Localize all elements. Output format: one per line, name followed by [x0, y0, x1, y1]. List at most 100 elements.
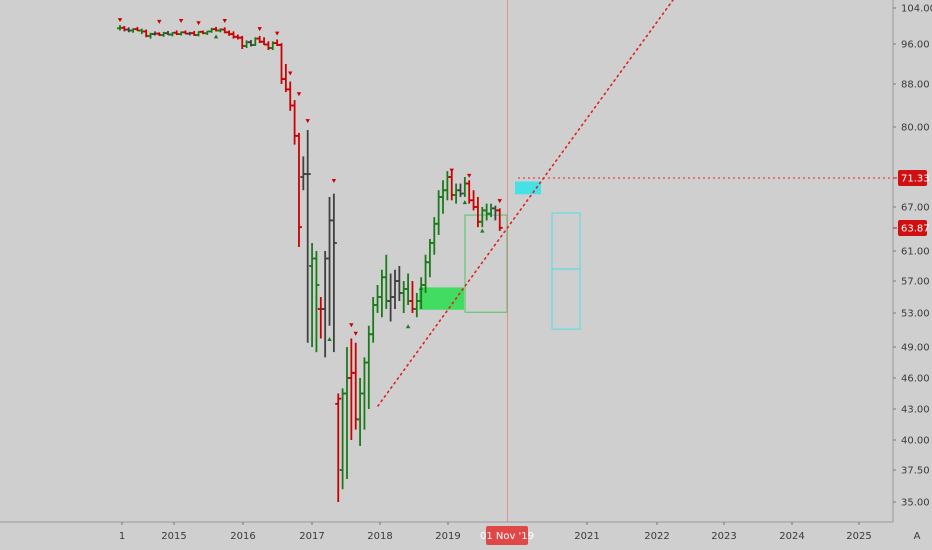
ohlc-bar	[440, 180, 447, 214]
price-tick-label: 49.00	[901, 343, 930, 354]
down-fractal-arrow	[331, 179, 337, 184]
fractal-arrows	[117, 18, 502, 341]
time-tick-label: 2019	[435, 531, 460, 542]
trend-line	[377, 0, 674, 407]
down-fractal-arrow	[288, 71, 293, 76]
price-tick-label: 40.00	[901, 436, 930, 447]
price-tick-label: 53.00	[901, 309, 930, 320]
ohlc-bar	[330, 193, 337, 353]
time-tick-label: 1	[119, 531, 125, 542]
price-tick-label: 80.00	[901, 123, 930, 134]
ohlc-bar	[343, 347, 350, 479]
price-tick-label: 88.00	[901, 80, 930, 91]
down-fractal-arrow	[196, 21, 201, 26]
ohlc-bar	[322, 251, 329, 358]
ohlc-bar	[444, 171, 451, 201]
drawing-overlays[interactable]	[377, 0, 893, 522]
ohlc-bar	[335, 393, 342, 502]
price-badge	[898, 170, 927, 186]
time-tick-label: 2022	[644, 531, 669, 542]
down-fractal-arrow	[157, 19, 162, 24]
ohlc-bar	[352, 342, 359, 430]
ohlc-bar	[278, 43, 285, 84]
price-tick-label: 61.00	[901, 247, 930, 258]
ohlc-bar	[461, 177, 468, 197]
ohlc-bar	[295, 132, 302, 247]
time-tick-label: 2018	[367, 531, 392, 542]
auto-scale-button[interactable]: A	[914, 531, 921, 542]
up-fractal-arrow	[418, 285, 424, 290]
time-tick-label: 2024	[779, 531, 804, 542]
ohlc-bar	[426, 238, 433, 278]
ohlc-bar	[413, 293, 420, 318]
price-tick-label: 104.00	[901, 4, 932, 15]
ohlc-bar	[313, 251, 320, 353]
ohlc-bar	[287, 81, 294, 111]
ohlc-bar	[457, 183, 464, 197]
cyan-projection-box	[551, 212, 581, 330]
ohlc-bar	[361, 357, 368, 430]
time-tick-label: 2025	[846, 531, 871, 542]
time-tick-label: 2016	[230, 531, 255, 542]
time-tick-label: 2023	[711, 531, 736, 542]
up-fractal-arrow	[405, 324, 411, 329]
down-fractal-arrow	[117, 18, 123, 23]
crosshair-time-badge	[486, 526, 528, 545]
ohlc-bar	[396, 266, 403, 301]
ohlc-bar	[239, 35, 246, 49]
ohlc-bar	[422, 254, 429, 293]
crosshair-time-label: 01 Nov '19	[480, 531, 534, 542]
down-fractal-arrow	[274, 31, 280, 36]
ohlc-bar	[365, 325, 372, 409]
down-fractal-arrow	[497, 199, 502, 204]
price-tick-label: 43.00	[901, 405, 930, 416]
ohlc-bar	[496, 208, 503, 231]
time-tick-label: 2021	[574, 531, 599, 542]
ohlc-bar	[304, 129, 311, 343]
down-fractal-arrow	[305, 119, 310, 124]
price-tick-label: 37.50	[901, 466, 930, 477]
price-tick-label: 35.00	[901, 498, 930, 509]
green-range-box	[464, 214, 508, 313]
ohlc-bar	[348, 338, 355, 440]
ohlc-bar	[317, 297, 324, 339]
ohlc-bar	[453, 183, 460, 204]
time-tick-label: 2015	[161, 531, 186, 542]
price-badge-label: 63.87	[901, 224, 930, 235]
up-fractal-arrow	[213, 34, 219, 39]
down-fractal-arrow	[257, 27, 262, 32]
price-badge	[898, 220, 927, 236]
ohlc-bar	[431, 217, 438, 255]
ohlc-bar	[291, 100, 298, 145]
down-fractal-arrow	[296, 92, 302, 97]
ohlc-bar	[282, 64, 289, 93]
ohlc-bar	[374, 285, 381, 313]
ohlc-bar	[400, 281, 407, 313]
ohlc-bar	[448, 171, 455, 201]
ohlc-bar	[357, 378, 364, 446]
down-fractal-arrow	[178, 19, 184, 23]
ohlc-bar	[339, 388, 346, 490]
down-fractal-arrow	[349, 323, 354, 328]
price-tick-label: 96.00	[901, 40, 930, 51]
price-tick-label: 67.00	[901, 203, 930, 214]
up-fractal-arrow	[480, 228, 485, 233]
price-tick-label: 46.00	[901, 374, 930, 385]
ohlc-bar	[483, 203, 490, 221]
down-fractal-arrow	[222, 19, 227, 23]
ohlc-bar	[391, 269, 398, 309]
down-fractal-arrow	[467, 173, 472, 178]
up-fractal-arrow	[327, 337, 332, 341]
ohlc-bar	[370, 297, 377, 343]
down-fractal-arrow	[449, 168, 454, 173]
down-fractal-arrow	[353, 331, 358, 336]
price-badge-label: 71.33	[901, 174, 930, 185]
up-fractal-arrow	[462, 200, 468, 205]
ohlc-bars	[117, 25, 503, 502]
time-tick-label: 2017	[299, 531, 324, 542]
price-tick-label: 57.00	[901, 277, 930, 288]
ohlc-bar	[326, 196, 333, 326]
